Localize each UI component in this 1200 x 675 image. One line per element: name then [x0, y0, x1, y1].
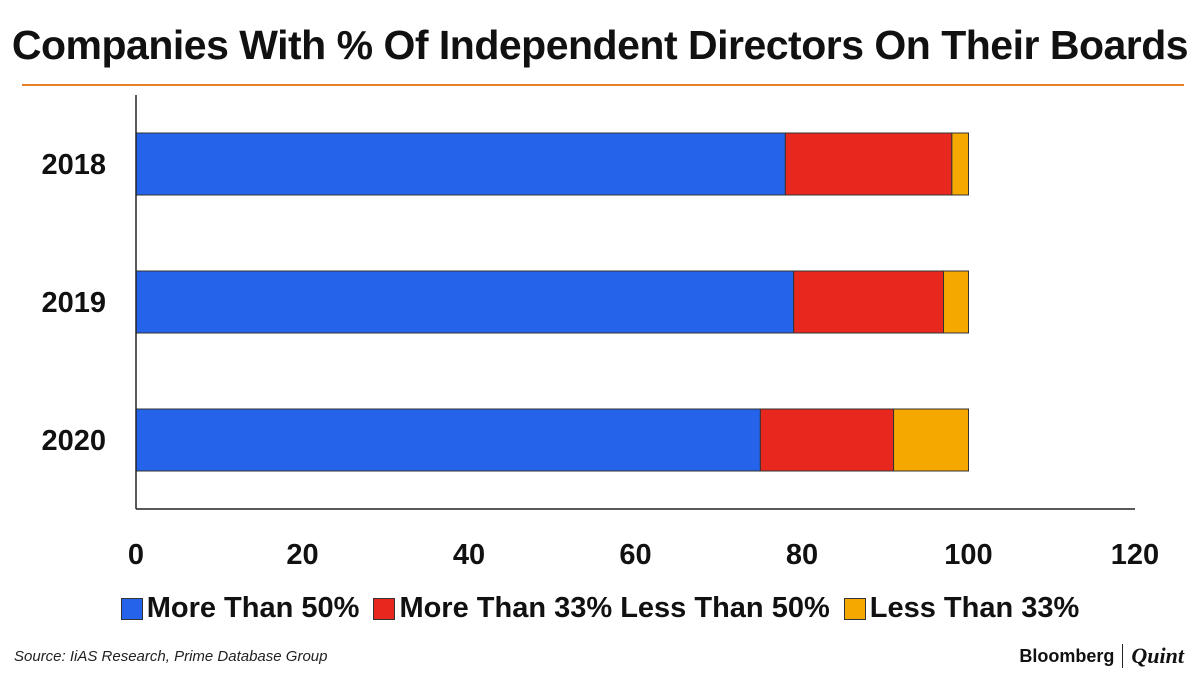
brand-quint: Quint — [1131, 643, 1184, 668]
legend-item-less-than-33: Less Than 33% — [843, 592, 1080, 625]
y-tick-label-2018: 2018 — [41, 149, 106, 181]
legend-swatch-more-than-50 — [120, 597, 143, 620]
title-divider — [22, 84, 1184, 86]
x-tick-label-40: 40 — [453, 539, 485, 571]
legend-item-33-to-50: More Than 33% Less Than 50% — [373, 592, 830, 625]
brand-logo: Bloomberg Quint — [1019, 643, 1184, 669]
brand-bloomberg: Bloomberg — [1019, 645, 1115, 666]
legend-item-more-than-50: More Than 50% — [120, 592, 360, 625]
y-tick-label-2019: 2019 — [41, 287, 106, 319]
chart-title: Companies With % Of Independent Director… — [11, 22, 1189, 68]
source-note: Source: IiAS Research, Prime Database Gr… — [14, 648, 328, 665]
x-tick-label-60: 60 — [619, 539, 651, 571]
bar-2020-series-1 — [759, 408, 895, 472]
x-tick-label-120: 120 — [1111, 539, 1159, 571]
legend-swatch-less-than-33 — [843, 597, 866, 620]
legend: More Than 50% More Than 33% Less Than 50… — [0, 592, 1200, 625]
bar-2018-series-0 — [135, 132, 786, 196]
x-tick-label-20: 20 — [286, 539, 318, 571]
bar-2018-series-1 — [784, 132, 953, 196]
bar-2020-series-0 — [135, 408, 761, 472]
legend-label-more-than-50: More Than 50% — [146, 592, 360, 624]
brand-separator — [1122, 644, 1124, 668]
legend-label-less-than-33: Less Than 33% — [869, 592, 1080, 624]
bar-2018-series-2 — [951, 132, 969, 196]
x-tick-label-100: 100 — [944, 539, 992, 571]
bar-chart: 2018 2019 2020 0 20 40 60 80 100 120 — [41, 95, 1159, 571]
x-tick-label-80: 80 — [786, 539, 818, 571]
x-tick-label-0: 0 — [128, 539, 144, 571]
legend-swatch-33-to-50 — [373, 597, 396, 620]
bar-2020-series-2 — [893, 408, 970, 472]
y-tick-label-2020: 2020 — [41, 425, 106, 457]
bar-2019-series-2 — [943, 270, 970, 334]
bar-2019-series-1 — [793, 270, 945, 334]
legend-label-33-to-50: More Than 33% Less Than 50% — [399, 592, 830, 624]
bar-2019-series-0 — [135, 270, 795, 334]
